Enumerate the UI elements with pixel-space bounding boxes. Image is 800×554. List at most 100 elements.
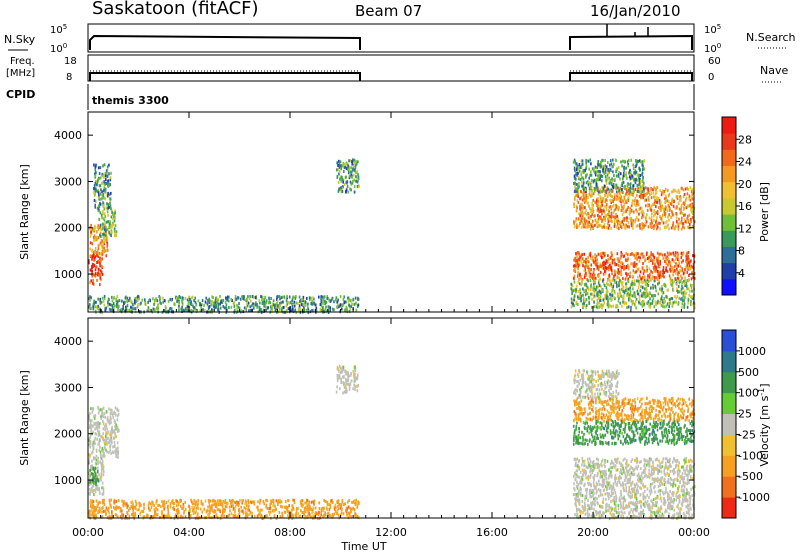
power-cell xyxy=(96,306,99,310)
power-cell xyxy=(575,255,577,258)
power-cell xyxy=(609,297,611,301)
power-cell xyxy=(608,273,611,277)
power-cell xyxy=(584,225,587,229)
velocity-cell xyxy=(119,509,122,513)
power-cell xyxy=(154,298,156,302)
power-cell xyxy=(102,212,104,216)
power-cell xyxy=(322,309,325,313)
power-cell xyxy=(214,303,217,307)
power-cell xyxy=(588,224,590,228)
power-cell xyxy=(648,203,651,207)
velocity-cell xyxy=(132,506,134,510)
power-cell xyxy=(149,298,151,302)
power-cell xyxy=(97,259,100,263)
power-cell xyxy=(109,176,112,180)
velocity-cell xyxy=(90,499,92,503)
power-cell xyxy=(357,185,360,189)
power-cell xyxy=(589,173,591,177)
velocity-cell xyxy=(105,448,107,452)
power-cell xyxy=(355,308,358,312)
power-cell xyxy=(299,307,301,311)
velocity-cell xyxy=(123,500,125,504)
power-cell xyxy=(588,204,590,208)
power-cell xyxy=(585,306,587,310)
velocity-cell xyxy=(139,511,142,515)
velocity-cell xyxy=(107,509,110,513)
velocity-cell xyxy=(91,485,94,489)
power-cell xyxy=(623,195,625,199)
power-cell xyxy=(667,258,670,262)
power-cell xyxy=(603,260,605,264)
power-cell xyxy=(656,301,659,305)
power-cell xyxy=(329,300,332,303)
power-cell xyxy=(659,221,661,225)
power-cell xyxy=(580,176,583,180)
velocity-cell xyxy=(283,505,286,509)
power-cell xyxy=(641,252,644,256)
power-cell xyxy=(655,205,657,208)
power-cell xyxy=(278,302,281,305)
power-cell xyxy=(101,196,104,200)
power-cell xyxy=(578,163,581,167)
power-cell xyxy=(608,224,611,228)
power-cell xyxy=(591,202,593,206)
power-cell xyxy=(594,173,597,177)
power-cell xyxy=(348,309,351,313)
power-cell xyxy=(655,219,658,223)
power-cell xyxy=(219,294,221,298)
power-cell xyxy=(610,182,613,186)
power-cell xyxy=(632,167,635,171)
power-cell xyxy=(684,292,686,296)
power-cell xyxy=(356,180,359,184)
power-cell xyxy=(191,295,194,299)
power-cell xyxy=(237,296,240,300)
power-cell xyxy=(627,196,630,200)
power-cell xyxy=(193,305,195,309)
power-cell xyxy=(596,292,598,296)
power-cell xyxy=(634,171,636,175)
power-cell xyxy=(648,216,651,220)
power-cell xyxy=(607,172,610,175)
power-cell xyxy=(639,177,641,181)
power-cell xyxy=(320,295,322,299)
power-cell xyxy=(615,281,618,284)
power-cell xyxy=(113,229,116,233)
power-cell xyxy=(607,219,610,223)
power-cell xyxy=(590,162,592,166)
power-cell xyxy=(688,264,691,268)
power-cell xyxy=(617,173,620,176)
power-cell xyxy=(681,253,683,257)
power-cell xyxy=(638,295,641,298)
power-cell xyxy=(98,217,100,221)
velocity-cell xyxy=(214,500,216,504)
power-cell xyxy=(273,306,276,309)
power-cell xyxy=(592,224,594,228)
velocity-cell xyxy=(92,467,94,471)
power-cell xyxy=(577,195,579,199)
power-cell xyxy=(678,281,681,285)
power-cell xyxy=(101,213,103,217)
power-cell xyxy=(660,252,662,256)
velocity-cell xyxy=(111,411,113,415)
power-cell xyxy=(128,299,130,302)
power-cell xyxy=(154,299,157,302)
power-cell xyxy=(617,174,620,178)
power-cell xyxy=(355,162,358,166)
velocity-cell xyxy=(182,515,184,519)
power-cell xyxy=(680,287,683,291)
power-cell xyxy=(643,275,646,279)
power-cell xyxy=(684,220,687,223)
power-cell xyxy=(213,301,215,305)
power-cell xyxy=(102,210,104,213)
power-cell xyxy=(678,198,681,202)
power-cell xyxy=(677,227,680,231)
power-cell xyxy=(355,175,357,179)
power-cell xyxy=(318,295,320,299)
velocity-cell xyxy=(219,503,222,507)
velocity-cell xyxy=(113,436,116,440)
power-cell xyxy=(645,216,647,220)
power-cell xyxy=(668,298,671,301)
power-cell xyxy=(635,208,637,212)
power-cell xyxy=(638,194,641,198)
power-cell xyxy=(186,298,189,302)
